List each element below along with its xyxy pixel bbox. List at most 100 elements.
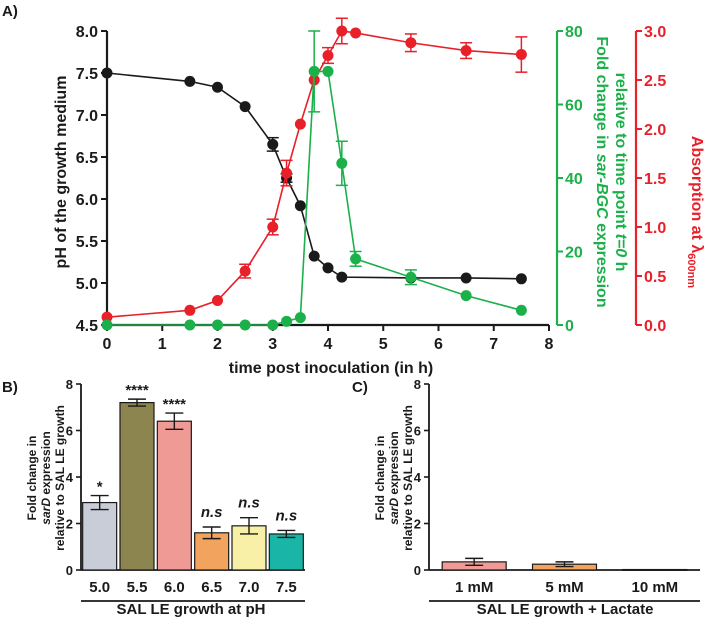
data-point-fold [239,319,251,331]
category-label: 7.5 [276,579,297,596]
category-label: 6.5 [201,579,222,596]
data-point-ph [308,250,320,262]
panel-c-marks [441,557,688,571]
data-point-ph [184,75,196,87]
significance-label: n.s [201,504,223,521]
fold-axis-tick-label: 0 [565,318,574,335]
data-point-ph [239,101,251,113]
data-point-fold [267,319,279,331]
data-point-fold [308,65,320,77]
panel-b-marks: *********n.sn.sn.s [82,382,304,571]
data-point-fold [322,65,334,77]
data-point-abs [405,37,417,49]
data-point-fold [336,157,348,169]
data-point-ph [101,67,113,79]
time-axis-tick-label: 4 [324,336,333,353]
y-axis-tick-label: 4 [66,470,74,485]
panel-c-y-label-2: sarD expression [387,431,401,524]
panel-b-y-label-2: sarD expression [39,431,53,524]
y-axis-tick-label: 6 [414,424,421,439]
significance-label: n.s [275,507,297,524]
category-label: 5 mM [545,579,583,596]
category-label: 5.5 [127,579,148,596]
panel-c-chart: 0 2 4 6 8 1 mM 5 mM 10 mM Fold change in sarD e… [373,377,700,618]
ph-axis-tick-label: 5.5 [76,234,98,251]
y-axis-tick-label: 4 [414,470,422,485]
y-axis-tick-label: 6 [66,424,73,439]
y-axis-tick-label: 8 [66,377,73,392]
fold-axis-tick-label: 80 [565,24,583,41]
panel-label-b: B) [2,379,18,396]
data-point-abs [322,50,334,61]
bar [82,501,118,571]
bar [156,420,192,571]
data-point-abs [460,45,472,57]
category-label: 6.0 [164,579,185,596]
panel-b-y-label-1: Fold change in [25,436,39,521]
fold-axis-tick-label: 60 [565,98,583,115]
bar [268,533,304,571]
data-point-fold [281,315,293,327]
time-axis-tick-label: 3 [268,336,277,353]
panel-b-x-label: SAL LE growth at pH [117,601,266,618]
data-point-fold [294,312,306,324]
bar [622,568,688,571]
panel-a-chart: 4.55.05.56.06.57.07.58.00 1 2 3 4 5 6 7 80204060… [53,17,705,377]
time-axis-tick-label: 8 [545,336,554,353]
data-point-abs [101,311,113,323]
panel-a-x-label: time post inoculation (in h) [229,360,433,377]
data-point-fold [405,271,417,283]
data-point-fold [184,319,196,331]
data-point-ph [515,273,527,285]
abs-axis-tick-label: 1.0 [644,220,666,237]
significance-label: **** [125,382,149,399]
data-point-abs [350,27,362,39]
series-line-abs [106,30,522,318]
data-point-fold [212,319,223,331]
panel-label-c: C) [352,379,368,396]
category-label: 10 mM [631,579,678,596]
data-point-fold [350,253,362,265]
panel-a-abs-axis-label: Absorption at λ600nm [685,136,705,288]
ph-axis-tick-label: 7.0 [76,108,98,125]
ph-axis-tick-label: 8.0 [76,24,98,41]
data-point-ph [322,262,334,274]
panel-c-x-label: SAL LE growth + Lactate [477,601,654,618]
data-point-ph [336,271,348,283]
panel-c-y-label-1: Fold change in [373,436,387,521]
time-axis-tick-label: 0 [103,336,112,353]
time-axis-tick-label: 6 [434,336,443,353]
y-axis-tick-label: 8 [414,377,421,392]
ph-axis-tick-label: 7.5 [76,66,98,83]
fold-axis-tick-label: 20 [565,245,583,262]
ph-axis-tick-label: 6.5 [76,150,98,167]
data-point-fold [460,290,472,302]
abs-axis-tick-label: 1.5 [644,171,666,188]
data-point-abs [336,25,348,37]
panel-a-marks [101,17,528,331]
bar [119,402,155,571]
category-label: 1 mM [455,579,493,596]
data-point-abs [294,118,306,130]
ph-axis-tick-label: 6.0 [76,192,98,209]
data-point-fold [101,319,113,331]
time-axis-tick-label: 7 [489,336,498,353]
abs-axis-tick-label: 0.0 [644,318,666,335]
panel-a-fold-axis-label-2: relative to time point t=0 h [612,73,629,272]
time-axis-tick-label: 2 [213,336,222,353]
y-axis-tick-label: 2 [66,517,73,532]
panel-c-y-label-3: relative to SAL LE growth [401,405,415,551]
ph-axis-tick-label: 5.0 [76,276,98,293]
data-point-abs [184,304,196,316]
panel-b-y-label-3: relative to SAL LE growth [53,405,67,551]
data-point-ph [212,81,223,93]
data-point-abs [239,265,251,277]
significance-label: n.s [238,495,260,512]
significance-label: **** [163,396,187,413]
data-point-fold [515,304,527,316]
abs-axis-tick-label: 2.0 [644,122,666,139]
data-point-abs [515,49,527,61]
y-axis-tick-label: 0 [66,563,73,578]
significance-label: * [97,479,103,496]
